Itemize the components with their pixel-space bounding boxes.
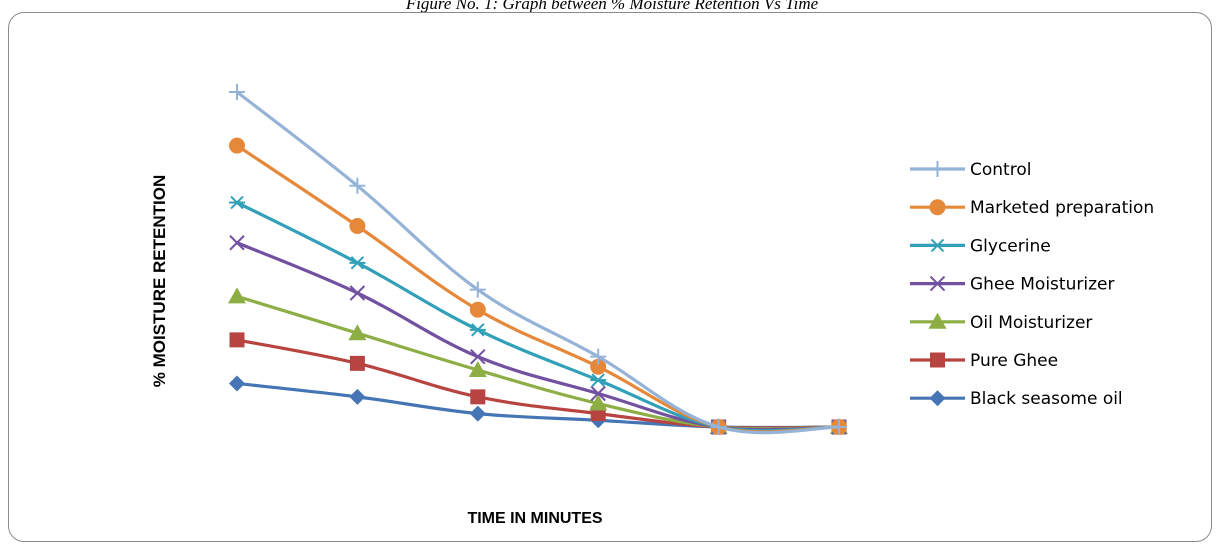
legend-item: Marketed preparation	[910, 198, 1154, 218]
legend-marker	[929, 161, 946, 177]
y-axis-label: % MOISTURE RETENTION	[150, 175, 169, 388]
figure-caption: Figure No. 1: Graph between % Moisture R…	[405, 0, 819, 13]
series-line	[235, 200, 841, 433]
data-point	[349, 218, 366, 234]
data-point	[229, 195, 245, 210]
series-line	[235, 241, 841, 432]
legend-label: Pure Ghee	[970, 351, 1058, 371]
legend-marker	[928, 312, 947, 329]
series-glycerine	[229, 195, 847, 434]
data-point	[590, 373, 607, 387]
data-point	[349, 256, 366, 270]
data-point	[229, 332, 245, 348]
legend-label: Black seasome oil	[970, 389, 1123, 409]
legend-label: Ghee Moisturizer	[970, 275, 1114, 295]
data-point	[468, 361, 487, 378]
legend: Control Marketed preparation Glycerine Ghee…	[910, 160, 1154, 409]
data-point	[229, 235, 245, 251]
data-point	[590, 358, 607, 375]
series-marketed-preparation	[229, 137, 847, 435]
data-point	[469, 301, 486, 318]
data-point	[831, 419, 847, 435]
legend-item: Pure Ghee	[910, 351, 1058, 371]
data-point	[229, 375, 245, 392]
legend-label: Oil Moisturizer	[970, 313, 1092, 333]
series-layer	[228, 84, 848, 435]
series-control	[229, 84, 847, 435]
data-point	[470, 348, 486, 365]
legend-label: Control	[970, 160, 1031, 180]
data-point	[229, 84, 245, 100]
data-point	[710, 419, 727, 435]
data-point	[470, 389, 486, 405]
legend-marker	[929, 390, 946, 407]
legend-label: Glycerine	[970, 236, 1051, 256]
legend-item: Oil Moisturizer	[910, 312, 1092, 333]
data-point	[469, 281, 486, 298]
legend-item: Ghee Moisturizer	[910, 275, 1114, 295]
legend-marker	[929, 238, 946, 253]
series-oil-moisturizer	[228, 287, 848, 434]
data-point	[349, 388, 366, 405]
series-line	[235, 338, 841, 430]
legend-marker	[929, 275, 946, 292]
series-ghee-moisturizer	[229, 235, 847, 435]
legend-item: Glycerine	[910, 236, 1051, 256]
series-line	[235, 294, 841, 431]
data-point	[590, 348, 607, 365]
legend-marker	[929, 199, 946, 216]
data-point	[469, 405, 486, 422]
data-point	[348, 324, 367, 341]
legend-marker	[930, 352, 945, 368]
chart-frame	[8, 12, 1212, 542]
data-point	[229, 137, 245, 154]
legend-label: Marketed preparation	[970, 198, 1154, 218]
series-line	[235, 90, 841, 435]
legend-item: Black seasome oil	[910, 389, 1123, 409]
legend-item: Control	[910, 160, 1031, 180]
data-point	[349, 177, 366, 194]
data-point	[469, 323, 486, 337]
data-point	[228, 287, 246, 304]
data-point	[349, 355, 365, 371]
data-point	[589, 394, 608, 411]
x-axis-label: TIME IN MINUTES	[467, 510, 602, 527]
data-point	[590, 385, 606, 402]
data-point	[349, 285, 366, 301]
